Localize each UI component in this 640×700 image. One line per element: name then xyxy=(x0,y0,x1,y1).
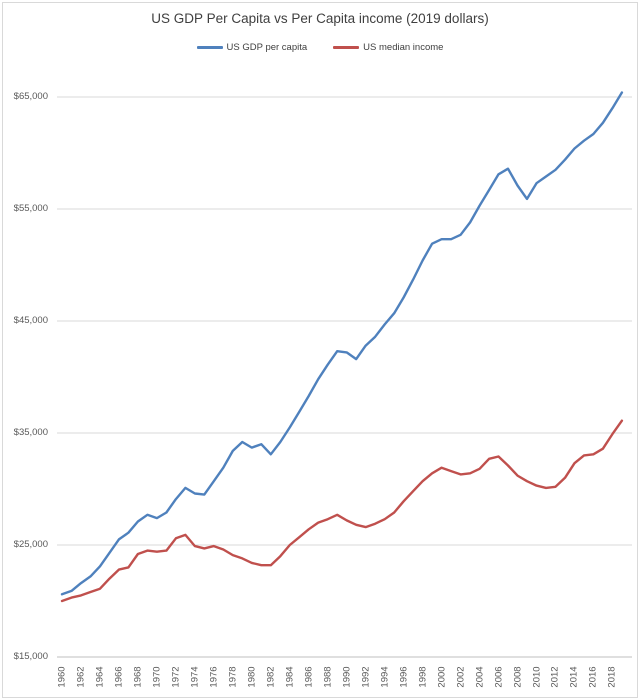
y-axis-tick-label: $15,000 xyxy=(13,651,48,662)
x-axis-tick-label: 1994 xyxy=(379,666,391,688)
x-axis-tick-label: 1980 xyxy=(246,666,258,688)
legend-item-income: US median income xyxy=(333,42,443,53)
x-axis-tick-label: 2016 xyxy=(587,666,599,688)
y-axis-tick-label: $65,000 xyxy=(13,91,48,102)
legend-label-income: US median income xyxy=(363,42,444,53)
x-axis-tick-label: 2018 xyxy=(606,666,618,688)
y-axis-tick-label: $55,000 xyxy=(13,203,48,214)
x-axis-tick-label: 1992 xyxy=(360,666,372,688)
x-axis-tick-label: 1964 xyxy=(94,666,106,688)
gdp-line-legend-marker-icon xyxy=(196,46,223,49)
x-axis-tick-label: 1990 xyxy=(341,666,353,688)
x-axis-tick-label: 2006 xyxy=(493,666,505,688)
chart-legend: US GDP per capita US median income xyxy=(0,42,640,53)
x-axis-tick-label: 1976 xyxy=(208,666,220,688)
x-axis-tick-label: 2000 xyxy=(436,666,448,688)
legend-label-gdp: US GDP per capita xyxy=(226,42,308,53)
x-axis-tick-label: 1974 xyxy=(189,666,201,688)
chart-title: US GDP Per Capita vs Per Capita income (… xyxy=(151,11,489,26)
y-axis-tick-label: $25,000 xyxy=(13,539,48,550)
x-axis-tick-label: 2002 xyxy=(455,666,467,688)
x-axis-tick-label: 1968 xyxy=(132,666,144,688)
legend-item-gdp: US GDP per capita xyxy=(196,42,308,53)
income-line-legend-marker-icon xyxy=(333,46,360,49)
median-income-line xyxy=(60,419,624,603)
x-axis-tick-label: 2012 xyxy=(549,666,561,688)
y-axis-tick-label: $45,000 xyxy=(13,315,48,326)
x-axis-tick-label: 1984 xyxy=(284,666,296,688)
gdp-per-capita-line xyxy=(60,91,624,596)
x-axis-tick-label: 1982 xyxy=(265,666,277,688)
x-axis-tick-label: 1960 xyxy=(56,666,68,688)
x-axis-tick-label: 1988 xyxy=(322,666,334,688)
x-axis-tick-label: 2014 xyxy=(568,666,580,688)
x-axis-tick-label: 1996 xyxy=(398,666,410,688)
x-axis-tick-label: 1986 xyxy=(303,666,315,688)
x-axis-tick-label: 2004 xyxy=(474,666,486,688)
x-axis-tick-label: 1972 xyxy=(170,666,182,688)
x-axis-tick-label: 1970 xyxy=(151,666,163,688)
x-axis-tick-label: 1978 xyxy=(227,666,239,688)
x-axis-tick-label: 2008 xyxy=(512,666,524,688)
x-axis-tick-label: 2010 xyxy=(531,666,542,688)
x-axis-tick-label: 1966 xyxy=(113,666,125,688)
x-axis-tick-label: 1962 xyxy=(75,666,87,688)
x-axis-tick-label: 1998 xyxy=(417,666,429,688)
y-axis-tick-label: $35,000 xyxy=(13,427,48,438)
